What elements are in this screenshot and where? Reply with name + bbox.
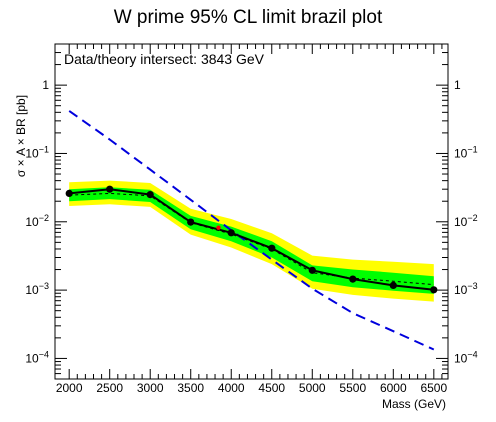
observed-point — [227, 229, 235, 237]
y-tick-label-right: 10−4 — [454, 349, 478, 365]
y-tick-label-right: 1 — [454, 78, 461, 92]
y-tick-label: 10−1 — [25, 144, 49, 160]
x-tick-label: 6000 — [380, 381, 407, 395]
x-tick-label: 5000 — [299, 381, 326, 395]
observed-point — [65, 189, 73, 197]
x-tick-label: 4500 — [258, 381, 285, 395]
observed-limit-line — [69, 188, 434, 291]
observed-point — [389, 281, 397, 289]
chart-title: W prime 95% CL limit brazil plot — [114, 7, 383, 28]
intersection-marker — [216, 225, 221, 230]
x-tick-label: 6500 — [420, 381, 447, 395]
x-tick-label: 4000 — [218, 381, 245, 395]
theory-curve — [68, 110, 435, 351]
x-tick-label: 5500 — [339, 381, 366, 395]
observed-point — [106, 185, 114, 193]
plot-layer — [65, 110, 438, 351]
y-tick-label: 10−4 — [25, 349, 49, 365]
y-tick-label-right: 10−3 — [454, 281, 478, 297]
y-tick-label: 10−3 — [25, 281, 49, 297]
x-tick-label: 2000 — [56, 381, 83, 395]
observed-point — [308, 266, 316, 274]
x-tick-label: 2500 — [96, 381, 123, 395]
observed-point — [146, 191, 154, 199]
plot-frame — [54, 43, 449, 380]
x-tick-label: 3500 — [177, 381, 204, 395]
x-tick-label: 3000 — [137, 381, 164, 395]
y-tick-label: 10−2 — [25, 213, 49, 229]
y-axis-label: σ × A × BR [pb] — [14, 95, 28, 177]
axes-layer: 2000 2500 3000 3500 4000 4500 5000 5500 6000 6500… — [25, 43, 478, 395]
y-tick-label: 1 — [42, 78, 49, 92]
observed-point — [349, 275, 357, 283]
observed-point — [187, 218, 195, 226]
x-axis-label: Mass (GeV) — [382, 397, 446, 411]
intersect-annotation: Data/theory intersect: 3843 GeV — [64, 51, 265, 67]
y-tick-label-right: 10−2 — [454, 213, 478, 229]
observed-point — [430, 286, 438, 294]
y-tick-label-right: 10−1 — [454, 144, 478, 160]
observed-point — [268, 244, 276, 252]
